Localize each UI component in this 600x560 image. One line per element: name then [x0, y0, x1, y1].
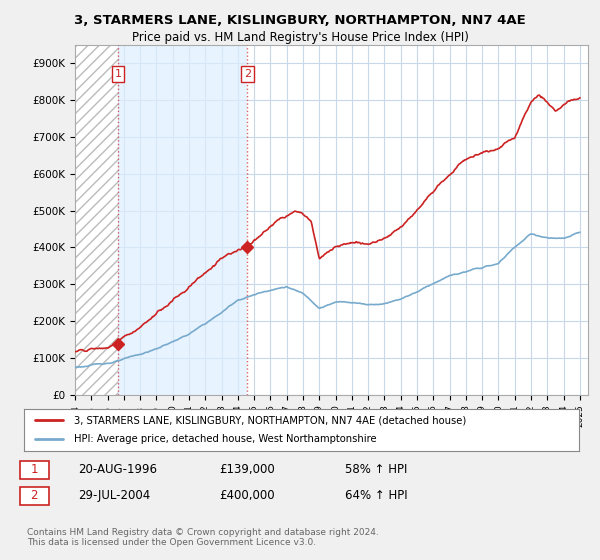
Text: £139,000: £139,000: [219, 463, 275, 477]
Text: 58% ↑ HPI: 58% ↑ HPI: [345, 463, 407, 477]
Text: Contains HM Land Registry data © Crown copyright and database right 2024.
This d: Contains HM Land Registry data © Crown c…: [27, 528, 379, 547]
Bar: [118, 45, 247, 395]
Text: 3, STARMERS LANE, KISLINGBURY, NORTHAMPTON, NN7 4AE: 3, STARMERS LANE, KISLINGBURY, NORTHAMPT…: [74, 14, 526, 27]
Text: 29-JUL-2004: 29-JUL-2004: [78, 489, 150, 502]
Text: 3, STARMERS LANE, KISLINGBURY, NORTHAMPTON, NN7 4AE (detached house): 3, STARMERS LANE, KISLINGBURY, NORTHAMPT…: [74, 415, 466, 425]
Text: 1: 1: [115, 69, 121, 80]
Text: 2: 2: [244, 69, 251, 80]
Text: £400,000: £400,000: [219, 489, 275, 502]
Bar: [75, 45, 118, 395]
Text: HPI: Average price, detached house, West Northamptonshire: HPI: Average price, detached house, West…: [74, 435, 377, 445]
Text: 1: 1: [31, 463, 38, 477]
Text: 2: 2: [31, 489, 38, 502]
Text: 64% ↑ HPI: 64% ↑ HPI: [345, 489, 407, 502]
Text: Price paid vs. HM Land Registry's House Price Index (HPI): Price paid vs. HM Land Registry's House …: [131, 31, 469, 44]
Text: 20-AUG-1996: 20-AUG-1996: [78, 463, 157, 477]
